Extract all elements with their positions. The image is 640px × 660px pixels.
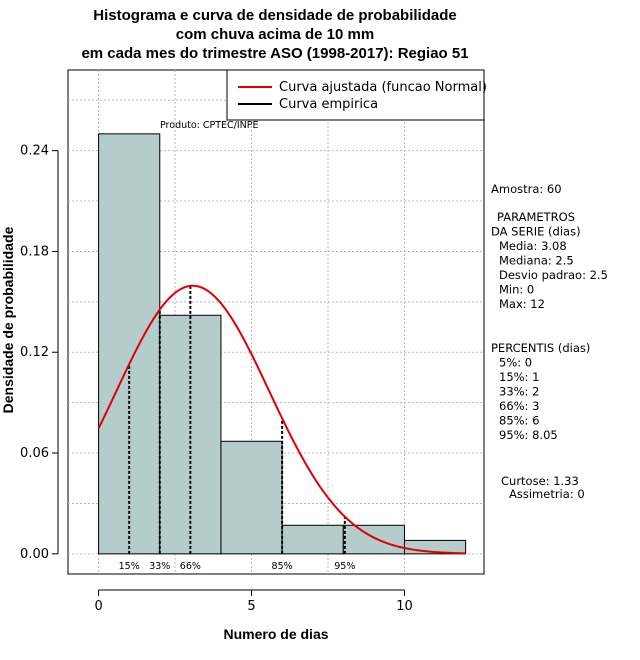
percentile-label-2: 66% [180, 561, 201, 572]
percentile-labels: 15% 33% 66% 85% 95% [119, 561, 356, 572]
sample-size: Amostra: 60 [491, 182, 562, 196]
percentile-label-0: 15% [119, 561, 140, 572]
y-tick-label-0: 0.00 [20, 547, 49, 562]
percentiles-line-0: PERCENTIS (dias) [491, 341, 590, 355]
x-tick-label-2: 10 [396, 599, 413, 614]
chart-title-line-2: com chuva acima de 10 mm [176, 26, 374, 43]
histogram-bar-4 [342, 524, 405, 555]
kurtosis: Curtose: 1.33 [501, 474, 579, 488]
x-axis: 0 5 10 [94, 589, 413, 614]
y-axis-label: Densidade de probabilidade [0, 226, 16, 413]
y-tick-label-3: 0.18 [20, 244, 49, 259]
y-tick-label-2: 0.12 [20, 345, 49, 360]
chart-title-line-3: em cada mes do trimestre ASO (1998-2017)… [81, 45, 468, 62]
x-tick-label-1: 5 [247, 599, 255, 614]
product-label: Produto: CPTEC/INPE [160, 120, 259, 131]
histogram-bar-3 [281, 524, 344, 555]
parameters-line-2: Media: 3.08 [499, 239, 567, 253]
chart-title-line-1: Histograma e curva de densidade de proba… [93, 7, 456, 24]
percentiles-line-1: 5%: 0 [499, 356, 532, 370]
parameters-line-4: Desvio padrao: 2.5 [499, 268, 608, 282]
skewness: Assimetria: 0 [509, 487, 585, 501]
legend-label-empirical: Curva empirica [279, 97, 378, 112]
legend-box [226, 69, 485, 121]
histogram-bar-2 [220, 440, 283, 555]
percentiles-line-3: 33%: 2 [499, 385, 539, 399]
percentiles-line-2: 15%: 1 [499, 370, 539, 384]
legend: Curva ajustada (funcao Normal) Curva emp… [226, 69, 487, 121]
parameters-line-6: Max: 12 [499, 297, 545, 311]
y-tick-label-1: 0.06 [20, 446, 49, 461]
parameters-line-1: DA SERIE (dias) [491, 225, 581, 239]
y-axis: 0.00 0.06 0.12 0.18 0.24 [20, 144, 59, 562]
normal-fit-curve [97, 284, 466, 555]
parameters-line-3: Mediana: 2.5 [499, 254, 574, 268]
percentiles-line-6: 95%: 8.05 [499, 428, 558, 442]
percentiles-block: PERCENTIS (dias)5%: 015%: 133%: 266%: 38… [491, 341, 590, 442]
legend-label-fit: Curva ajustada (funcao Normal) [279, 80, 487, 95]
percentile-label-1: 33% [149, 561, 170, 572]
percentiles-line-4: 66%: 3 [499, 399, 539, 413]
percentile-markers [128, 285, 346, 554]
histogram-bars [98, 133, 467, 555]
parameters-line-5: Min: 0 [499, 283, 534, 297]
percentiles-line-5: 85%: 6 [499, 414, 539, 428]
x-tick-label-0: 0 [94, 599, 102, 614]
parameters-line-0: PARAMETROS [497, 210, 575, 224]
y-tick-label-4: 0.24 [20, 144, 49, 159]
x-axis-label: Numero de dias [223, 626, 328, 642]
histogram-bar-1 [159, 314, 222, 555]
histogram-bar-0 [98, 133, 161, 555]
percentile-label-3: 85% [272, 561, 293, 572]
percentile-label-4: 95% [334, 561, 355, 572]
